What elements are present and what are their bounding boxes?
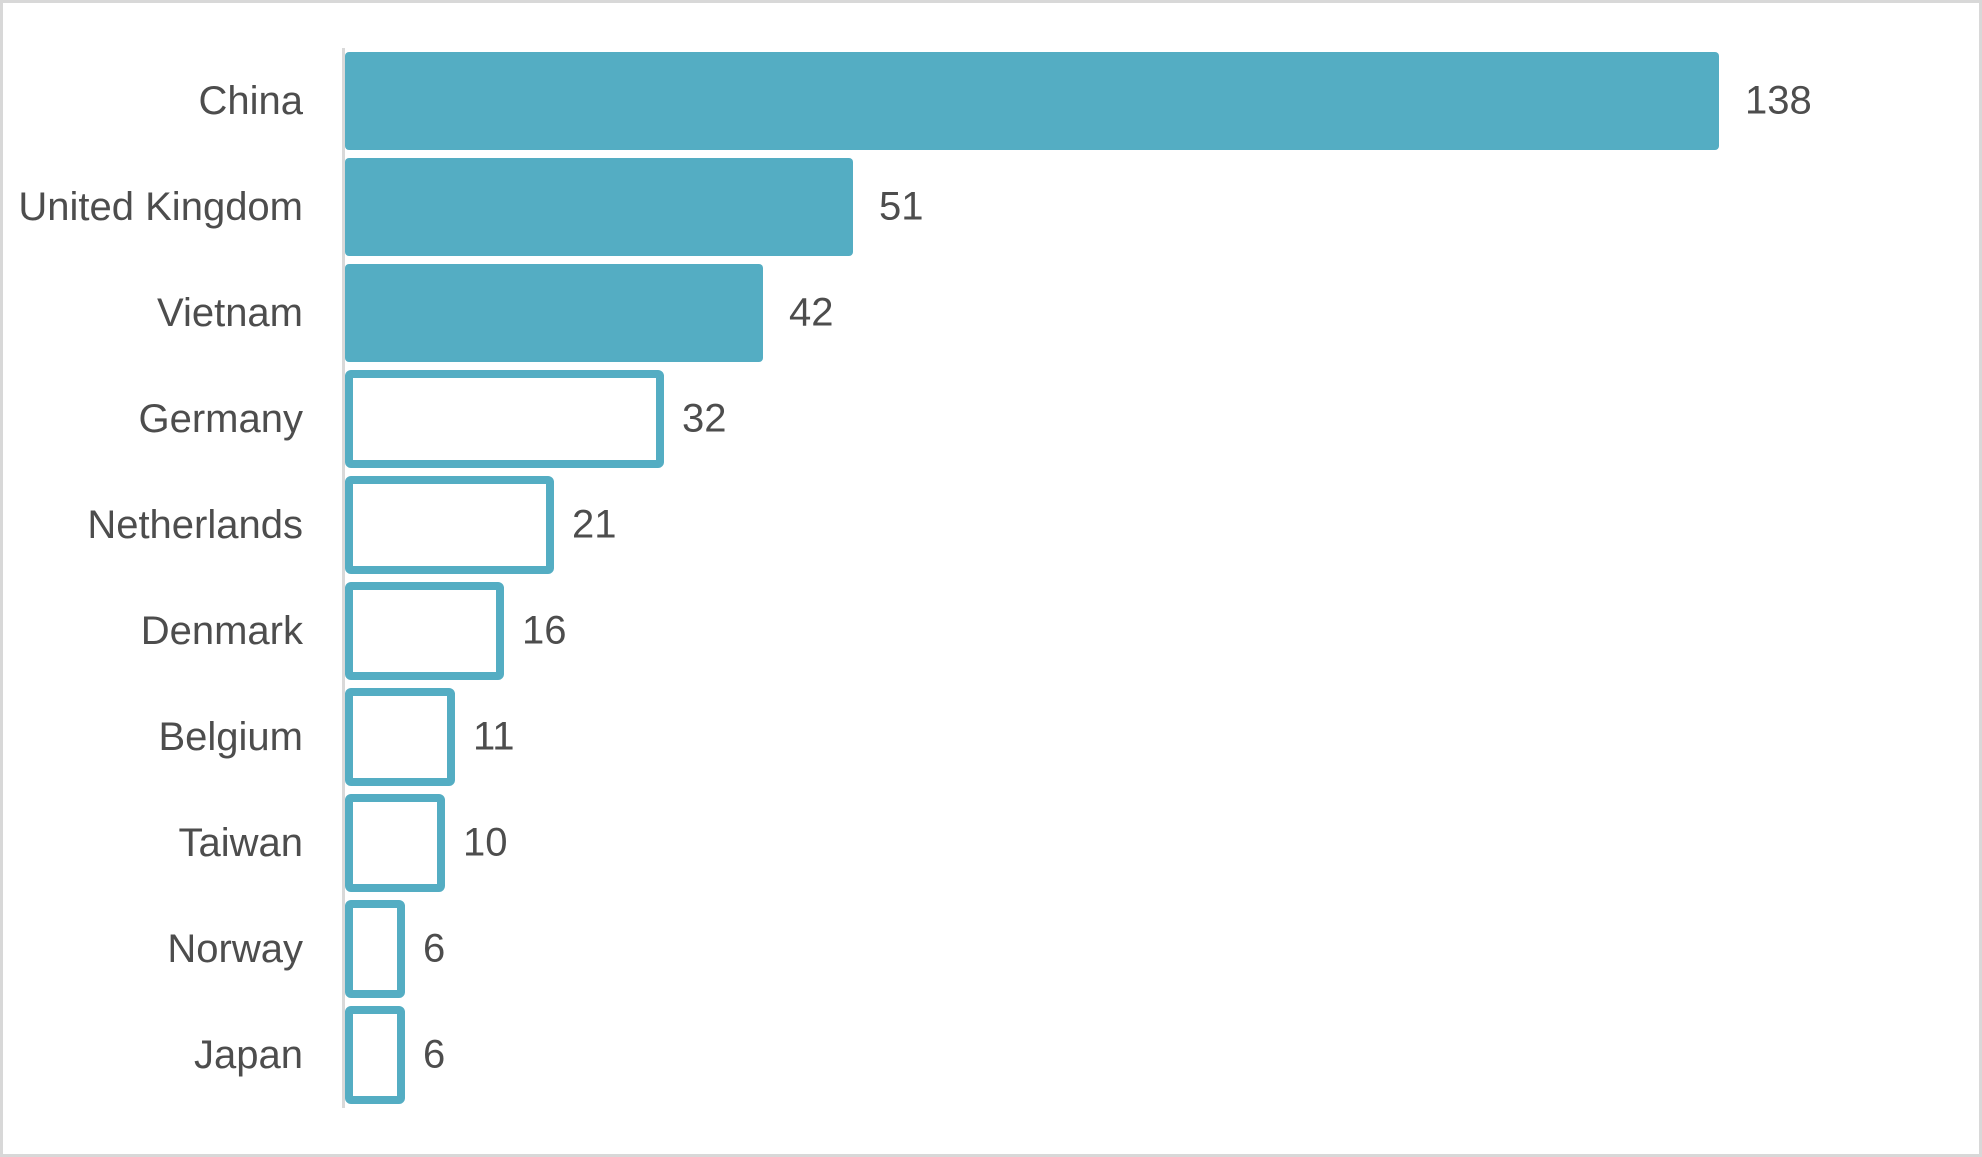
category-label: Denmark — [140, 608, 303, 653]
value-label: 16 — [522, 608, 567, 653]
value-label: 42 — [789, 290, 834, 335]
bar-row-taiwan: Taiwan 10 — [3, 790, 1979, 896]
category-label: Netherlands — [87, 502, 303, 547]
bar: 16 — [345, 582, 567, 680]
value-label: 32 — [682, 396, 727, 441]
bar: 21 — [345, 476, 617, 574]
value-label: 21 — [572, 502, 617, 547]
bar: 51 — [345, 158, 924, 256]
category-label: United Kingdom — [18, 184, 303, 229]
bar: 138 — [345, 52, 1812, 150]
bar-row-china: China 138 — [3, 48, 1979, 154]
bar-row-norway: Norway 6 — [3, 896, 1979, 1002]
bar: 6 — [345, 900, 445, 998]
value-label: 6 — [423, 1032, 446, 1077]
bar: 42 — [345, 264, 834, 362]
category-label: Japan — [194, 1032, 303, 1077]
vertical-axis-line — [342, 48, 345, 1108]
bar-row-japan: Japan 6 — [3, 1002, 1979, 1108]
bar-row-netherlands: Netherlands 21 — [3, 472, 1979, 578]
category-label: Taiwan — [178, 820, 303, 865]
bar: 11 — [345, 688, 515, 786]
bar: 10 — [345, 794, 508, 892]
value-label: 11 — [473, 714, 515, 759]
bar-row-germany: Germany 32 — [3, 366, 1979, 472]
value-label: 138 — [1745, 78, 1812, 123]
value-label: 51 — [879, 184, 924, 229]
bar-row-united-kingdom: United Kingdom 51 — [3, 154, 1979, 260]
bar-row-belgium: Belgium 11 — [3, 684, 1979, 790]
bar: 32 — [345, 370, 727, 468]
category-label: Vietnam — [156, 290, 303, 335]
category-label: Germany — [138, 396, 304, 441]
chart-plot-area: China 138 United Kingdom 51 Vietnam 42 — [3, 48, 1979, 1108]
category-label: China — [198, 78, 303, 123]
category-label: Norway — [167, 926, 303, 971]
value-label: 6 — [423, 926, 446, 971]
value-label: 10 — [463, 820, 508, 865]
bar-row-vietnam: Vietnam 42 — [3, 260, 1979, 366]
bar: 6 — [345, 1006, 445, 1104]
category-label: Belgium — [158, 714, 303, 759]
bar-row-denmark: Denmark 16 — [3, 578, 1979, 684]
